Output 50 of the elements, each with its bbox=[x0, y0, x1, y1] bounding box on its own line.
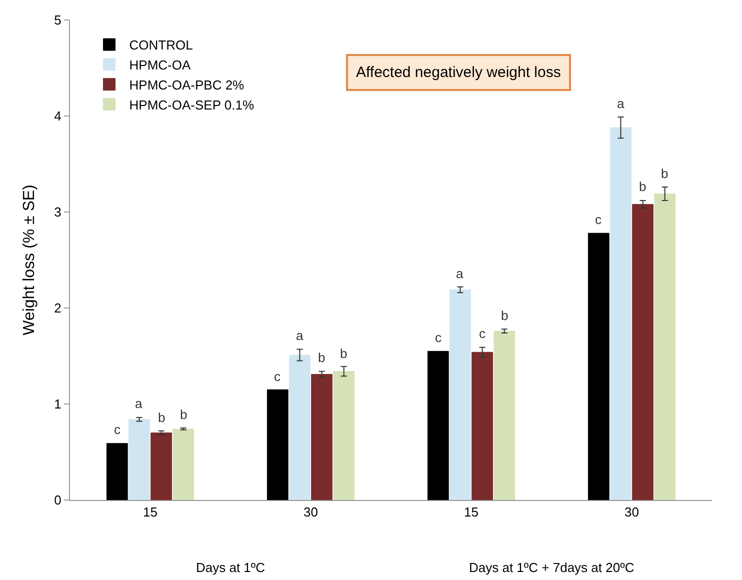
bar bbox=[654, 194, 676, 500]
data-label: c bbox=[479, 326, 486, 341]
bar bbox=[311, 374, 332, 500]
bar bbox=[632, 204, 654, 500]
y-tick-label: 0 bbox=[54, 492, 62, 508]
legend-label: HPMC-OA bbox=[129, 58, 191, 73]
bar bbox=[472, 352, 493, 500]
data-label: a bbox=[296, 328, 304, 343]
x-tick-label: 15 bbox=[143, 504, 158, 520]
bar bbox=[172, 428, 194, 500]
y-tick-label: 4 bbox=[54, 108, 62, 124]
x-tick-label: 30 bbox=[304, 504, 318, 520]
data-label: b bbox=[661, 166, 668, 181]
data-label: a bbox=[617, 96, 625, 111]
data-label: c bbox=[595, 212, 602, 227]
bar bbox=[427, 350, 449, 500]
data-label: b bbox=[639, 179, 646, 194]
bar bbox=[106, 443, 128, 500]
text: Days at 1ºC + 7days at 20ºC bbox=[469, 560, 634, 575]
bar bbox=[333, 371, 355, 500]
y-tick-label: 5 bbox=[54, 12, 62, 28]
bar bbox=[610, 127, 632, 500]
annotation: Affected negatively weight loss bbox=[356, 64, 561, 81]
data-label: a bbox=[135, 396, 143, 411]
x-tick-label: 30 bbox=[624, 504, 639, 520]
legend-label: HPMC-OA-PBC 2% bbox=[129, 77, 245, 92]
data-label: b bbox=[340, 346, 348, 361]
bar bbox=[450, 290, 471, 500]
data-label: c bbox=[114, 422, 121, 437]
x-tick-label: 15 bbox=[464, 504, 478, 520]
bar bbox=[266, 389, 288, 500]
text: Days at 1ºC bbox=[196, 560, 266, 575]
y-tick-label: 1 bbox=[54, 396, 62, 412]
bar bbox=[150, 432, 172, 500]
legend-label: HPMC-OA-SEP 0.1% bbox=[129, 97, 254, 112]
data-label: a bbox=[456, 266, 464, 281]
data-label: b bbox=[501, 308, 508, 323]
legend-label: CONTROL bbox=[129, 38, 193, 53]
data-label: b bbox=[180, 407, 188, 422]
data-label: c bbox=[435, 330, 442, 345]
bar bbox=[289, 354, 310, 500]
data-label: c bbox=[274, 369, 281, 384]
bar bbox=[588, 232, 610, 500]
y-tick-label: 3 bbox=[54, 204, 62, 220]
bar bbox=[494, 330, 516, 500]
data-label: b bbox=[318, 350, 326, 365]
y-axis-title: Weight loss (% ± SE) bbox=[21, 184, 38, 336]
y-tick-label: 2 bbox=[54, 300, 62, 316]
data-label: b bbox=[158, 410, 166, 425]
bar bbox=[128, 419, 150, 500]
